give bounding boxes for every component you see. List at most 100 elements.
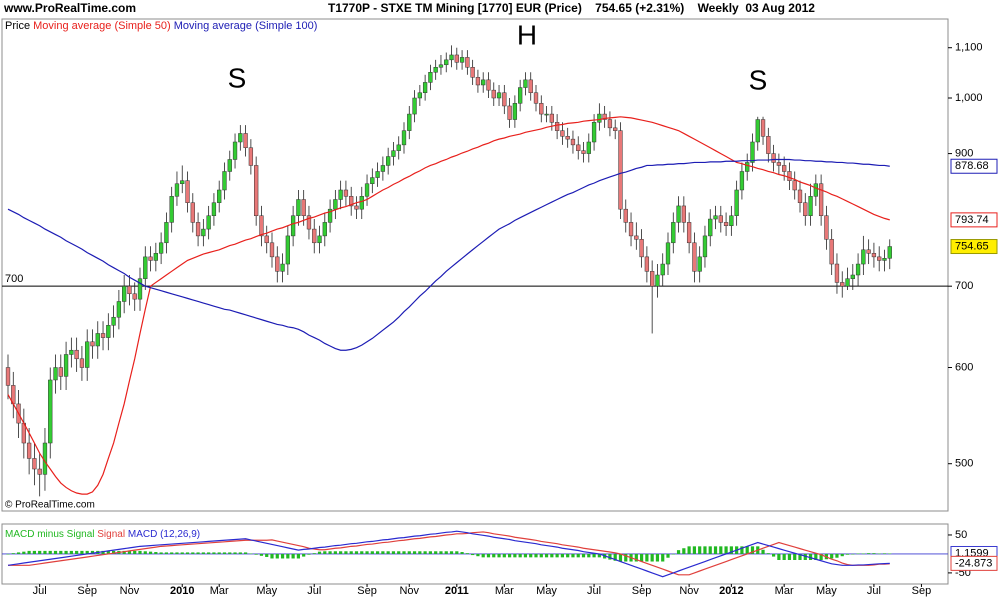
candle-body [380, 165, 386, 172]
legend-item: Signal [97, 529, 125, 540]
candle-body [26, 442, 32, 459]
macd-bar [349, 551, 353, 554]
candle-body [602, 113, 607, 120]
candle-body [301, 199, 306, 216]
macd-bar [317, 551, 322, 554]
macd-bar [233, 552, 237, 554]
candle-body [111, 316, 116, 326]
macd-bar [777, 553, 781, 560]
candle-body [644, 256, 650, 272]
macd-bar [90, 550, 95, 554]
candle-body [396, 144, 401, 151]
candle-body [797, 189, 803, 203]
candle-body [227, 159, 232, 172]
candle-body [364, 183, 370, 197]
candle-body [153, 253, 158, 261]
candle-body [613, 127, 618, 131]
candle-body [866, 249, 871, 254]
candle-body [201, 228, 206, 237]
candle-body [755, 119, 760, 143]
macd-bar [6, 553, 10, 555]
candle-body [259, 215, 264, 237]
macd-bar [244, 552, 248, 554]
legend: Price Moving average (Simple 50) Moving … [5, 20, 317, 32]
candle-body [634, 235, 639, 240]
macd-bar [624, 553, 628, 562]
x-tick-label: May [816, 585, 837, 597]
macd-bar [465, 553, 469, 554]
macd-bar [692, 546, 696, 554]
macd-bar [497, 553, 501, 558]
macd-bar [634, 553, 638, 562]
candle-body [671, 222, 676, 244]
candle-body [739, 171, 745, 191]
x-tick-label: Jul [587, 585, 601, 597]
candle-body [100, 333, 106, 338]
candle-body [428, 72, 433, 83]
legend: MACD minus Signal Signal MACD (12,26,9) [5, 529, 200, 540]
macd-bar [27, 550, 31, 554]
candle-body [243, 133, 248, 149]
candle-body [180, 180, 185, 184]
macd-bar [645, 553, 649, 562]
macd-bar [280, 553, 285, 559]
candle-body [491, 89, 496, 99]
y-tick-label: 500 [955, 458, 973, 470]
candle-body [454, 54, 459, 63]
macd-bar [471, 553, 475, 556]
macd-bar [175, 552, 179, 554]
x-tick-label: Nov [120, 585, 140, 597]
legend-item: Moving average (Simple 50) [33, 20, 171, 32]
macd-bar [523, 553, 528, 558]
candle-body [723, 222, 729, 226]
candle-body [106, 325, 111, 338]
candle-body [776, 162, 782, 166]
macd-bar [460, 552, 464, 554]
macd-bar [550, 553, 554, 558]
y-tick-label: 900 [955, 147, 973, 159]
macd-bar [185, 552, 190, 554]
candle-body [692, 242, 697, 272]
macd-bar [270, 553, 274, 559]
candle-body [771, 153, 776, 163]
macd-bar [808, 553, 813, 560]
candle-body [58, 367, 63, 377]
macd-bar [434, 551, 438, 554]
candle-body [5, 367, 11, 386]
candle-body [607, 119, 613, 129]
candle-body [539, 103, 544, 115]
candle-body [591, 122, 597, 143]
x-tick-label: May [256, 585, 277, 597]
candle-body [787, 171, 792, 181]
macd-bar [661, 553, 665, 562]
legend-item: MACD (12,26,9) [128, 529, 200, 540]
macd-bar [291, 553, 295, 559]
macd-bar [249, 553, 253, 555]
legend-item: Moving average (Simple 100) [174, 20, 318, 32]
candle-body [95, 333, 100, 347]
candle-body [190, 202, 195, 223]
macd-bar [254, 553, 258, 555]
candle-body [734, 189, 739, 216]
macd-bar [750, 546, 755, 554]
macd-bar [59, 550, 63, 554]
candle-body [818, 183, 824, 216]
candle-body [164, 222, 169, 244]
candle-body [512, 103, 518, 120]
macd-bar [481, 553, 485, 558]
macd-bar [455, 551, 459, 554]
macd-line [8, 531, 890, 576]
macd-bar [191, 552, 195, 554]
macd-bar [597, 553, 601, 558]
candle-body [554, 122, 560, 131]
candle-body [840, 282, 845, 287]
macd-bar [544, 553, 549, 558]
macd-bar [513, 553, 517, 558]
macd-bar [296, 553, 300, 559]
candle-body [148, 256, 153, 261]
macd-bar [787, 553, 792, 560]
macd-bar [428, 551, 432, 554]
macd-bar [592, 553, 596, 558]
candle-body [354, 205, 359, 210]
candle-body [322, 222, 327, 237]
